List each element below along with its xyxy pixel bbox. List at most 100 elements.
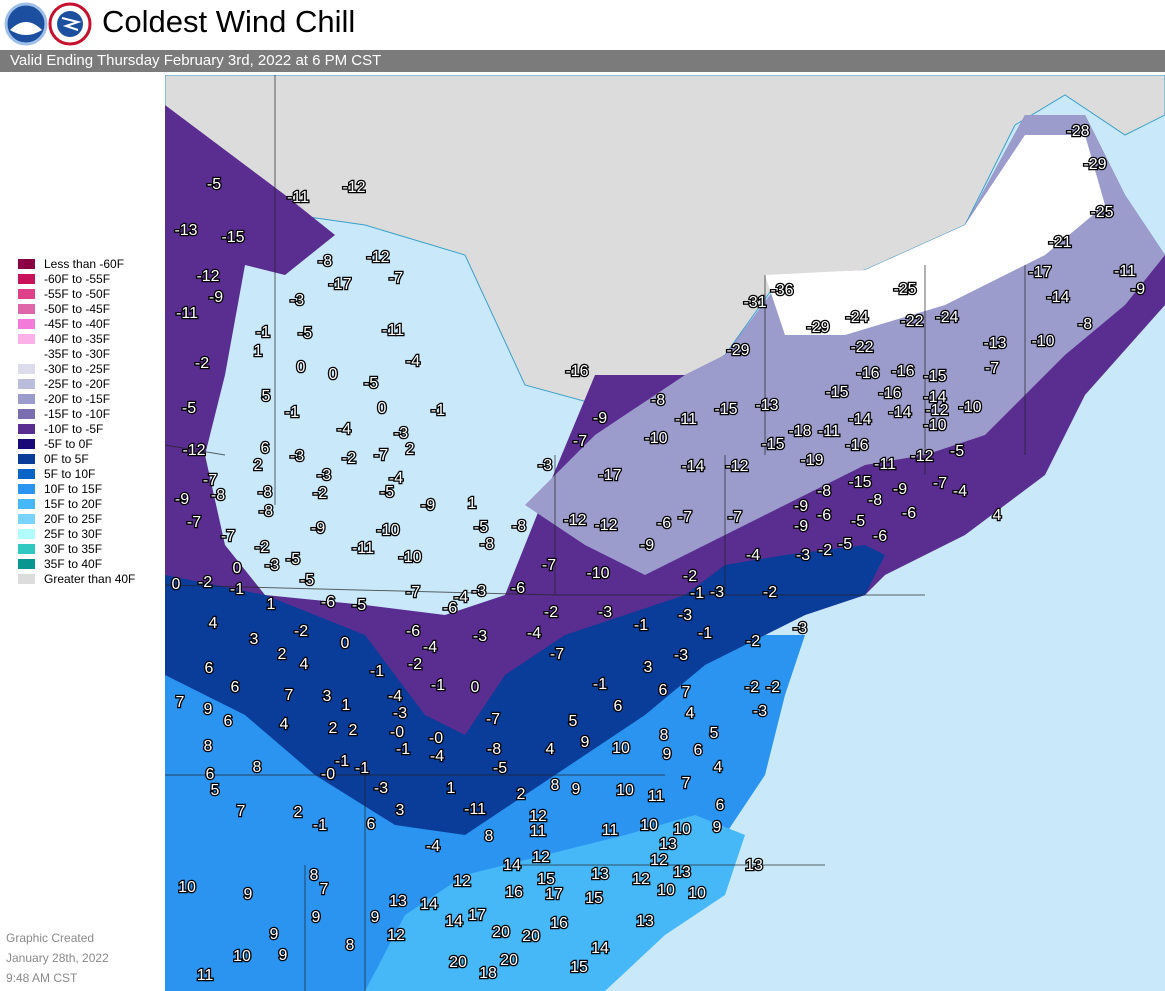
wind-chill-label: 4 (300, 656, 309, 673)
wind-chill-label: -9 (209, 289, 223, 306)
wind-chill-label: -5 (298, 325, 312, 342)
legend-entry: -35F to -30F (18, 346, 135, 361)
wind-chill-label: 7 (682, 775, 691, 792)
wind-chill-label: -5 (300, 572, 314, 589)
wind-chill-label: -24 (845, 309, 868, 326)
wind-chill-label: -13 (174, 222, 197, 239)
legend-swatch (18, 318, 35, 329)
wind-chill-label: 11 (602, 822, 619, 839)
wind-chill-label: 10 (233, 948, 251, 965)
wind-chill-label: 3 (396, 802, 405, 819)
wind-chill-label: -29 (806, 319, 829, 336)
legend-label: 5F to 10F (44, 466, 96, 481)
wind-chill-label: -21 (1048, 234, 1071, 251)
wind-chill-label: -6 (511, 580, 525, 597)
wind-chill-label: -1 (256, 324, 270, 341)
wind-chill-label: 0 (172, 576, 181, 593)
wind-chill-label: 2 (349, 722, 358, 739)
wind-chill-label: 0 (341, 635, 350, 652)
wind-chill-label: -1 (431, 402, 445, 419)
wind-chill-label: -3 (394, 425, 408, 442)
wind-chill-label: -5 (207, 176, 221, 193)
wind-chill-label: -7 (221, 528, 235, 545)
wind-chill-label: -10 (1031, 333, 1054, 350)
legend-swatch (18, 303, 35, 314)
wind-chill-label: -4 (423, 639, 437, 656)
wind-chill-label: 8 (253, 759, 262, 776)
wind-chill-label: 8 (660, 727, 669, 744)
map: -28-29-25-21-17 -11-9-14-8-13 -10-7-36-31-… (165, 75, 1165, 991)
wind-chill-label: -8 (258, 484, 272, 501)
wind-chill-label: -10 (376, 522, 399, 539)
wind-chill-label: -10 (958, 399, 981, 416)
legend-label: -30F to -25F (44, 361, 111, 376)
wind-chill-label: -16 (856, 365, 879, 382)
wind-chill-label: -3 (317, 467, 331, 484)
wind-chill-label: -14 (1046, 289, 1069, 306)
wind-chill-label: 3 (323, 688, 332, 705)
wind-chill-label: -4 (426, 838, 440, 855)
wind-chill-label: 10 (640, 817, 658, 834)
legend-entry: -50F to -45F (18, 301, 135, 316)
wind-chill-label: -12 (182, 442, 205, 459)
legend-label: 15F to 20F (44, 496, 103, 511)
legend-label: -35F to -30F (44, 346, 111, 361)
wind-chill-label: 0 (378, 400, 387, 417)
wind-chill-label: -19 (800, 452, 823, 469)
wind-chill-label: -5 (380, 484, 394, 501)
wind-chill-label: 13 (389, 893, 407, 910)
legend-entry: -25F to -20F (18, 376, 135, 391)
wind-chill-label: -15 (761, 436, 784, 453)
wind-chill-label: 9 (581, 734, 590, 751)
wind-chill-label: 20 (522, 928, 540, 945)
wind-chill-label: 1 (267, 596, 276, 613)
wind-chill-label: 6 (231, 679, 240, 696)
wind-chill-label: 6 (659, 682, 668, 699)
wind-chill-label: -4 (430, 748, 444, 765)
wind-chill-label: -2 (746, 633, 760, 650)
legend-swatch (18, 498, 35, 509)
logos (4, 2, 92, 46)
wind-chill-label: 10 (178, 879, 196, 896)
wind-chill-label: 7 (320, 881, 329, 898)
wind-chill-label: -5 (950, 443, 964, 460)
wind-chill-label: 14 (445, 913, 463, 930)
wind-chill-label: -8 (318, 253, 332, 270)
legend-label: -45F to -40F (44, 316, 111, 331)
wind-chill-label: -15 (714, 401, 737, 418)
wind-chill-label: 1 (447, 780, 456, 797)
wind-chill-label: -4 (406, 353, 420, 370)
wind-chill-label: -3 (472, 583, 486, 600)
wind-chill-label: -15 (825, 384, 848, 401)
wind-chill-label: -9 (1131, 281, 1145, 298)
legend-swatch (18, 273, 35, 284)
legend-swatch (18, 468, 35, 479)
wind-chill-label: -2 (294, 623, 308, 640)
wind-chill-label: 20 (492, 924, 510, 941)
wind-chill-label: -15 (221, 229, 244, 246)
wind-chill-label: -16 (845, 437, 868, 454)
wind-chill-label: 8 (310, 867, 319, 884)
wind-chill-label: 6 (205, 660, 214, 677)
wind-chill-label: 7 (682, 684, 691, 701)
wind-chill-label: 13 (745, 857, 763, 874)
wind-chill-label: -7 (573, 433, 587, 450)
wind-chill-label: -16 (565, 363, 588, 380)
wind-chill-label: 12 (532, 849, 550, 866)
wind-chill-label: -28 (1066, 123, 1089, 140)
wind-chill-label: 10 (612, 740, 630, 757)
wind-chill-label: -11 (352, 540, 374, 557)
nws-logo-mark (61, 17, 82, 31)
legend-entry: -60F to -55F (18, 271, 135, 286)
wind-chill-label: 0 (471, 679, 480, 696)
wind-chill-label: -10 (644, 430, 667, 447)
wind-chill-label: -4 (527, 625, 541, 642)
wind-chill-label: -2 (313, 485, 327, 502)
legend-label: -10F to -5F (44, 421, 104, 436)
wind-chill-label: -14 (681, 458, 704, 475)
legend-swatch (18, 363, 35, 374)
wind-chill-label: -4 (953, 483, 967, 500)
wind-chill-label: -2 (408, 656, 422, 673)
wind-chill-label: 2 (517, 786, 526, 803)
wind-chill-label: 8 (204, 738, 213, 755)
